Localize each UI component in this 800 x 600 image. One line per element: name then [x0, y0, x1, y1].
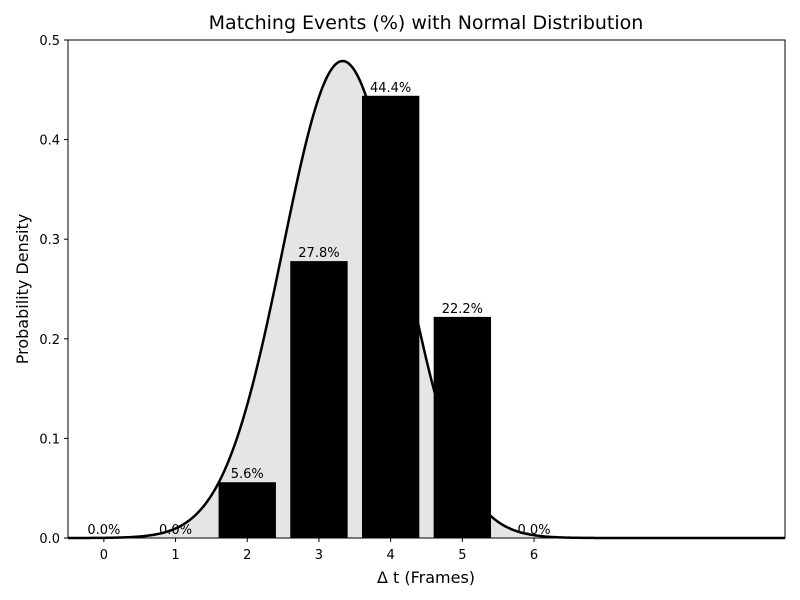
bar-data-label: 44.4% [370, 81, 411, 96]
bar-data-label: 0.0% [87, 523, 120, 538]
x-tick-label: 4 [387, 548, 395, 563]
y-axis: 0.0 0.1 0.2 0.3 0.4 0.5 [39, 34, 68, 547]
chart-title: Matching Events (%) with Normal Distribu… [209, 12, 644, 34]
bar [433, 316, 492, 538]
plot-frame [67, 39, 786, 539]
x-tick-label: 5 [458, 548, 466, 563]
x-tick-label: 6 [530, 548, 538, 563]
normal-distribution-area [68, 61, 785, 538]
x-axis-label: Δ t (Frames) [377, 568, 475, 587]
x-tick-label: 3 [315, 548, 323, 563]
bar-data-label: 27.8% [298, 246, 339, 261]
y-tick-label: 0.4 [39, 134, 60, 149]
y-tick-label: 0.3 [39, 233, 60, 248]
y-tick-label: 0.5 [39, 34, 60, 49]
y-tick-label: 0.2 [39, 333, 60, 348]
bar-data-label: 0.0% [159, 523, 192, 538]
bar [218, 482, 276, 538]
x-tick-label: 1 [171, 548, 179, 563]
x-tick-label: 2 [243, 548, 251, 563]
bar [361, 95, 420, 538]
y-axis-label: Probability Density [13, 214, 32, 365]
bar-data-label: 22.2% [442, 302, 483, 317]
bar-data-label: 0.0% [518, 523, 551, 538]
bar [290, 261, 348, 538]
plot-area: 0.0% 0.0% 5.6% 27.8% 44.4% 22.2% 0.0% [68, 59, 785, 540]
y-tick-label: 0.1 [39, 432, 60, 447]
bar-data-label: 5.6% [231, 467, 264, 482]
x-tick-label: 0 [100, 548, 108, 563]
y-tick-label: 0.0 [39, 532, 60, 547]
x-axis: 0 1 2 3 4 5 6 [100, 538, 538, 563]
